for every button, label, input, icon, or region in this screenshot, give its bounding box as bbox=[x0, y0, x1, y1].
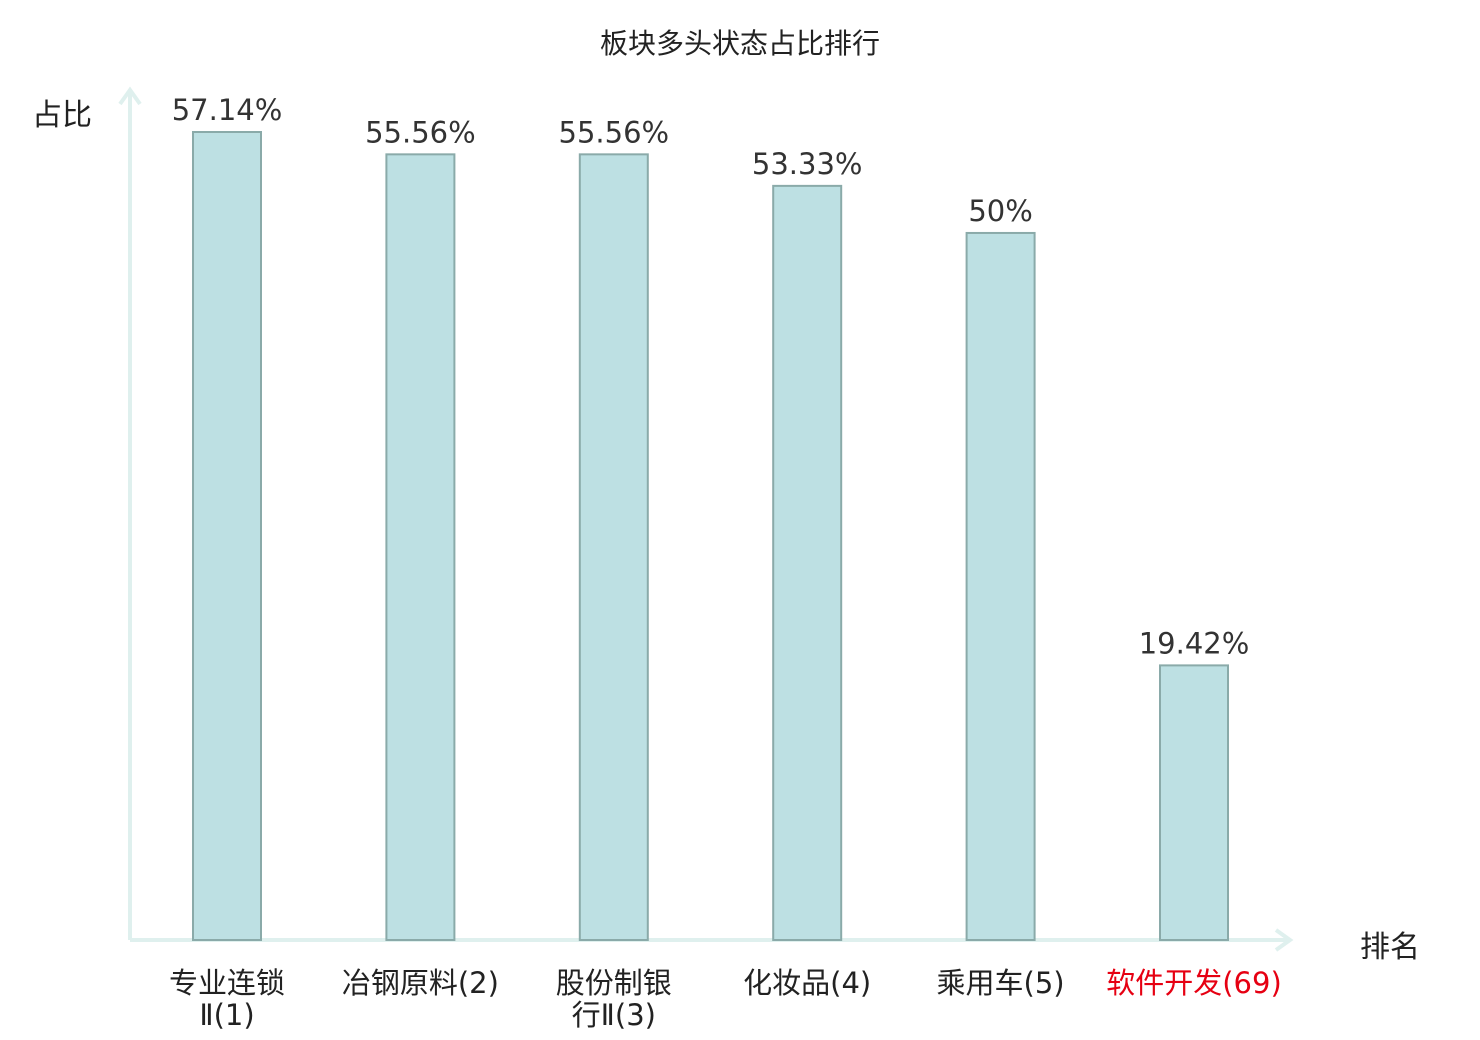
bar bbox=[192, 131, 262, 941]
x-tick-label: 冶钢原料(2) bbox=[342, 966, 499, 1000]
bar bbox=[385, 153, 456, 941]
bar bbox=[965, 231, 1036, 941]
y-axis-label: 占比 bbox=[32, 98, 92, 133]
x-tick-label: 软件开发(69) bbox=[1106, 966, 1282, 1000]
data-label: 57.14% bbox=[172, 93, 283, 127]
data-label: 50% bbox=[968, 194, 1032, 228]
x-tick-label: 化妆品(4) bbox=[743, 966, 871, 1000]
x-tick-label: Ⅱ(1) bbox=[199, 998, 254, 1032]
x-tick-label: 乘用车(5) bbox=[937, 966, 1065, 1000]
x-tick-label: 行Ⅱ(3) bbox=[572, 998, 656, 1032]
bar bbox=[578, 153, 649, 941]
y-axis-arrow bbox=[118, 86, 142, 106]
data-label: 55.56% bbox=[559, 115, 670, 149]
x-tick-label: 股份制银 bbox=[556, 966, 672, 1000]
chart-title: 板块多头状态占比排行 bbox=[599, 27, 880, 60]
data-label: 55.56% bbox=[365, 115, 476, 149]
data-label: 53.33% bbox=[752, 147, 863, 181]
bar bbox=[1159, 664, 1229, 941]
bar bbox=[772, 184, 843, 941]
data-label: 19.42% bbox=[1139, 626, 1250, 660]
x-axis-arrow bbox=[1274, 928, 1294, 952]
x-axis-label: 排名 bbox=[1360, 930, 1420, 965]
x-tick-label: 专业连锁 bbox=[169, 966, 285, 1000]
